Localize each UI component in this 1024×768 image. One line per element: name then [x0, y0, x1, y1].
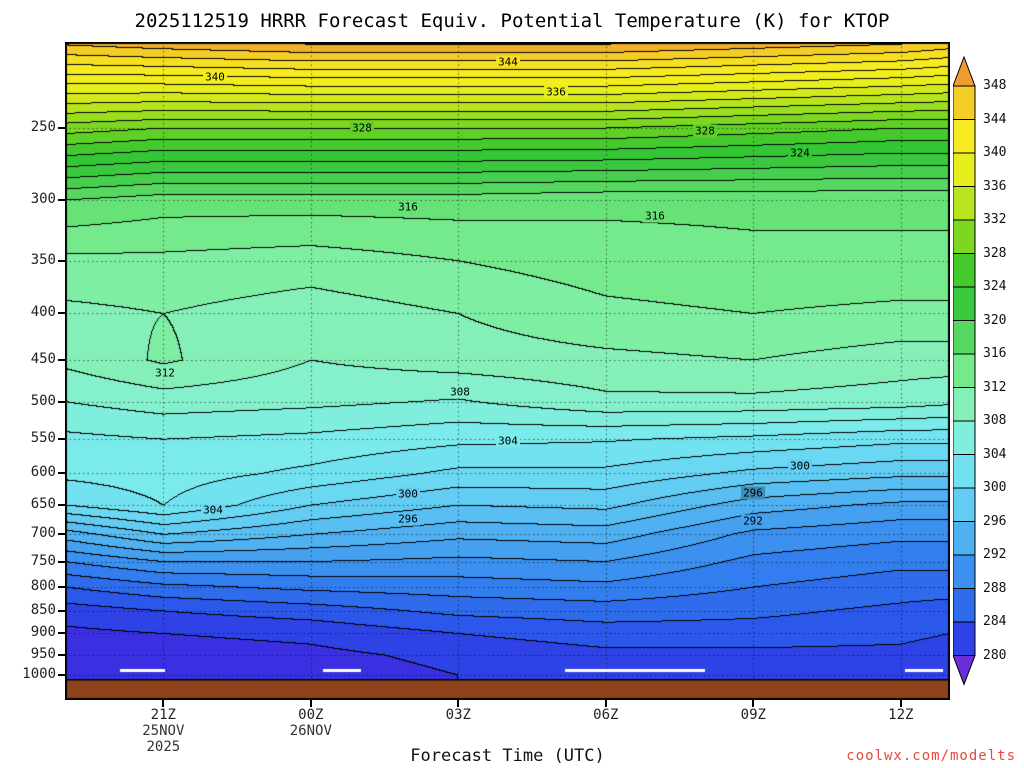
thetae-contour-field-canvas — [65, 42, 950, 700]
x-axis-tick-label: 21Z — [150, 707, 176, 723]
y-axis-tick — [58, 358, 65, 361]
y-axis-tick — [58, 259, 65, 262]
x-axis-tick — [309, 700, 312, 707]
colorbar-svg — [952, 55, 976, 686]
y-axis-tick — [58, 653, 65, 656]
y-axis-tick-label: 800 — [30, 577, 56, 594]
y-axis-tick — [58, 609, 65, 612]
y-axis-tick-label: 550 — [30, 430, 56, 447]
y-axis-tick — [58, 632, 65, 635]
y-axis-tick-label: 250 — [30, 119, 56, 135]
y-axis-tick-label: 700 — [30, 525, 56, 542]
y-axis-tick — [58, 312, 65, 315]
x-axis-tick — [899, 700, 902, 707]
x-axis-tick-label: 00Z — [298, 707, 324, 723]
y-axis-tick — [58, 438, 65, 441]
y-axis-tick — [58, 585, 65, 588]
x-axis-tick — [162, 700, 165, 707]
y-axis-tick-label: 350 — [30, 251, 56, 268]
x-axis-tick-label: 03Z — [445, 707, 471, 723]
y-axis-tick — [58, 560, 65, 563]
y-axis-tick-label: 500 — [30, 392, 56, 409]
x-axis-tick-label: 06Z — [593, 707, 619, 723]
x-axis-title: Forecast Time (UTC) — [410, 746, 605, 766]
x-axis-tick-label: 12Z — [888, 707, 914, 723]
x-axis-tick-label: 09Z — [740, 707, 766, 723]
y-axis-tick-label: 400 — [30, 304, 56, 321]
chart-title: 2025112519 HRRR Forecast Equiv. Potentia… — [134, 10, 890, 32]
x-axis-tick — [752, 700, 755, 707]
y-axis-tick-label: 600 — [30, 464, 56, 481]
y-axis-tick-label: 650 — [30, 496, 56, 513]
y-axis-tick-label: 750 — [30, 552, 56, 569]
y-axis-tick-label: 900 — [30, 624, 56, 641]
y-axis-tick — [58, 127, 65, 129]
y-axis-tick-label: 950 — [30, 645, 56, 662]
y-axis-tick — [58, 198, 65, 201]
colorbar — [952, 55, 997, 690]
y-axis-tick — [58, 400, 65, 403]
y-axis-tick — [58, 674, 65, 677]
x-axis-date-label: 26NOV — [289, 723, 332, 739]
y-axis-tick — [58, 533, 65, 536]
y-axis-tick-label: 850 — [30, 601, 56, 618]
x-axis-tick — [457, 700, 460, 707]
y-axis-tick — [58, 472, 65, 475]
watermark: coolwx.com/modelts — [846, 748, 1016, 764]
y-axis-tick-label: 1000 — [22, 666, 56, 683]
x-axis-tick — [604, 700, 607, 707]
y-axis-tick — [58, 504, 65, 507]
y-axis-tick-label: 300 — [30, 190, 56, 207]
y-axis-tick-label: 450 — [30, 350, 56, 367]
x-axis-date-label: 25NOV — [142, 723, 185, 739]
